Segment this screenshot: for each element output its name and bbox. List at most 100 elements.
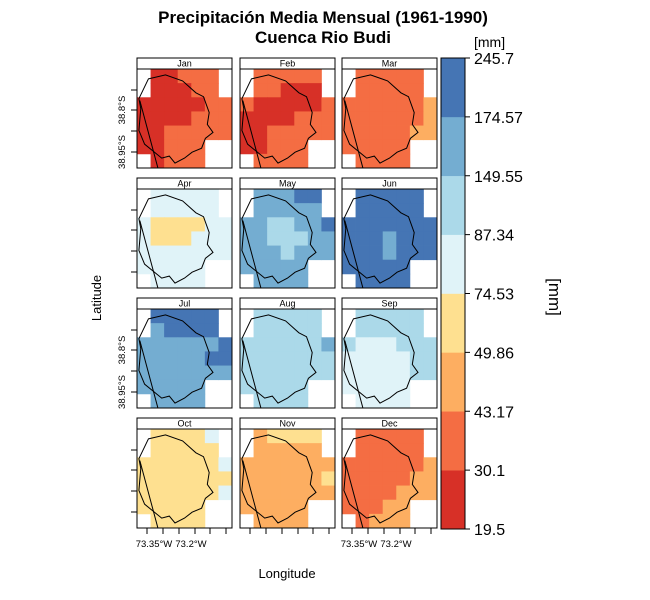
coastline bbox=[139, 460, 159, 529]
heatmap-cell bbox=[191, 153, 206, 169]
heatmap-cell bbox=[177, 499, 192, 515]
heatmap-cell bbox=[204, 69, 219, 84]
heatmap-cell bbox=[396, 273, 411, 289]
x-axis-label: Longitude bbox=[258, 566, 315, 581]
heatmap-cell bbox=[396, 125, 411, 141]
basin-outline bbox=[241, 194, 317, 284]
heatmap-cell bbox=[177, 139, 192, 155]
heatmap-cell bbox=[321, 351, 336, 366]
coastline bbox=[139, 340, 159, 409]
heatmap-cell bbox=[369, 83, 384, 98]
heatmap-cell bbox=[396, 83, 411, 98]
panel-feb: Feb bbox=[239, 57, 336, 169]
heatmap-cell bbox=[382, 111, 397, 126]
heatmap-cell bbox=[280, 443, 295, 458]
colorbar-segment bbox=[441, 175, 465, 235]
heatmap-cell bbox=[369, 203, 384, 218]
heatmap-cell bbox=[164, 69, 179, 84]
coastline bbox=[242, 460, 262, 529]
panel-frame bbox=[341, 308, 438, 409]
heatmap-cell bbox=[191, 83, 206, 98]
heatmap-cell bbox=[369, 111, 384, 126]
heatmap-cell bbox=[280, 139, 295, 155]
heatmap-cell bbox=[307, 309, 322, 324]
heatmap-cell bbox=[204, 203, 219, 218]
heatmap-cell bbox=[137, 379, 151, 395]
heatmap-cell bbox=[218, 245, 233, 261]
heatmap-cell bbox=[396, 69, 411, 84]
colorbar-tick-label: 87.34 bbox=[474, 228, 514, 245]
heatmap-cell bbox=[369, 69, 384, 84]
y-tick-label: 38.8°S bbox=[117, 336, 128, 365]
heatmap-cell bbox=[382, 393, 397, 409]
heatmap-cell bbox=[355, 499, 370, 515]
panel-jan: Jan bbox=[136, 57, 233, 169]
panel-frame bbox=[341, 188, 438, 289]
heatmap-cell bbox=[321, 457, 336, 472]
panel-nov: Nov bbox=[239, 417, 336, 529]
heatmap-cell bbox=[204, 337, 219, 352]
heatmap-cell bbox=[409, 323, 424, 338]
heatmap-cell bbox=[294, 457, 309, 472]
heatmap-cell bbox=[267, 189, 282, 204]
coastline bbox=[242, 220, 262, 289]
colorbar-tick-label: 49.86 bbox=[474, 345, 514, 362]
heatmap-cell bbox=[164, 393, 179, 409]
heatmap-cell bbox=[177, 429, 192, 444]
heatmap-cell bbox=[280, 337, 295, 352]
heatmap-cell bbox=[191, 69, 206, 84]
heatmap-cell bbox=[396, 217, 411, 232]
heatmap-cell bbox=[369, 457, 384, 472]
basin-outline bbox=[241, 74, 317, 164]
basin-outline bbox=[138, 194, 214, 284]
heatmap-cell bbox=[423, 351, 438, 366]
colorbar-unit-side: [mm] bbox=[545, 278, 564, 316]
heatmap-cell bbox=[164, 457, 179, 472]
heatmap-cell bbox=[240, 259, 254, 275]
heatmap-cell bbox=[307, 203, 322, 218]
heatmap-cell bbox=[382, 273, 397, 289]
heatmap-cell bbox=[369, 337, 384, 352]
panel-dec: Dec bbox=[341, 417, 438, 529]
heatmap-cell bbox=[253, 379, 268, 395]
coastline bbox=[139, 220, 159, 289]
heatmap-cell bbox=[253, 259, 268, 275]
colorbar-segment bbox=[441, 411, 465, 471]
heatmap-cell bbox=[396, 189, 411, 204]
heatmap-cell bbox=[267, 259, 282, 275]
coastline bbox=[242, 100, 262, 169]
coastline bbox=[344, 460, 364, 529]
heatmap-cell bbox=[191, 323, 206, 338]
heatmap-cell bbox=[280, 309, 295, 324]
heatmap-cell bbox=[177, 69, 192, 84]
heatmap-cell bbox=[267, 111, 282, 126]
heatmap-cell bbox=[164, 309, 179, 324]
heatmap-cell bbox=[369, 365, 384, 381]
panel-month-label: Jul bbox=[179, 299, 191, 309]
heatmap-cell bbox=[369, 259, 384, 275]
heatmap-cell bbox=[369, 217, 384, 232]
heatmap-cell bbox=[355, 245, 370, 261]
heatmap-cell bbox=[164, 125, 179, 141]
heatmap-cell bbox=[369, 189, 384, 204]
heatmap-cell bbox=[382, 203, 397, 218]
heatmap-cell bbox=[280, 323, 295, 338]
heatmap-cell bbox=[294, 231, 309, 246]
heatmap-cell bbox=[369, 351, 384, 366]
heatmap-cell bbox=[294, 189, 309, 204]
heatmap-cell bbox=[253, 125, 268, 141]
heatmap-cell bbox=[253, 139, 268, 155]
heatmap-cell bbox=[191, 97, 206, 112]
heatmap-cell bbox=[396, 351, 411, 366]
heatmap-cell bbox=[191, 189, 206, 204]
colorbar: 19.5 30.1 43.17 49.86 74.53 87.34 149.55 174.57… bbox=[440, 51, 523, 539]
heatmap-cell bbox=[321, 97, 336, 112]
heatmap-cell bbox=[307, 69, 322, 84]
heatmap-cell bbox=[253, 217, 268, 232]
heatmap-cell bbox=[191, 457, 206, 472]
heatmap-cell bbox=[396, 457, 411, 472]
heatmap-cell bbox=[355, 323, 370, 338]
heatmap-cell bbox=[294, 351, 309, 366]
heatmap-cell bbox=[164, 499, 179, 515]
colorbar-segment bbox=[441, 470, 465, 530]
